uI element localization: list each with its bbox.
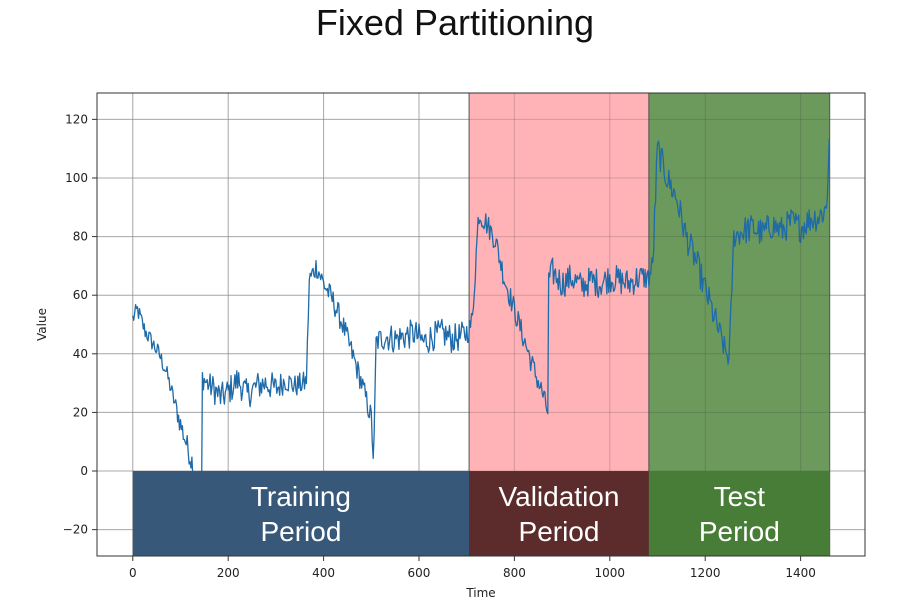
- x-tick-label: 200: [217, 566, 240, 580]
- y-tick-label: 0: [80, 464, 88, 478]
- period-label-line2: Period: [260, 516, 341, 547]
- x-tick-label: 600: [408, 566, 431, 580]
- x-tick-label: 400: [312, 566, 335, 580]
- y-axis: −20 0 20 40 60 80 100 120: [63, 112, 97, 537]
- y-tick-label: 60: [73, 288, 88, 302]
- period-label-band: [469, 471, 649, 556]
- plot-frame: [96, 92, 866, 557]
- x-tick-label: 1400: [785, 566, 816, 580]
- period-label-line2: Period: [519, 516, 600, 547]
- period-label-band: [132, 471, 470, 556]
- x-axis: 0 200 400 600 800 1000 1200 1400: [129, 556, 816, 580]
- y-tick-label: 40: [73, 347, 88, 361]
- x-tick-label: 1000: [595, 566, 626, 580]
- y-tick-label: 20: [73, 405, 88, 419]
- x-tick-label: 800: [503, 566, 526, 580]
- period-label-line1: Training: [251, 481, 351, 512]
- period-labels: Training Period Validation Period Test Period: [132, 471, 830, 556]
- y-tick-label: 120: [65, 112, 88, 126]
- y-tick-label: 80: [73, 230, 88, 244]
- y-axis-label: Value: [35, 308, 49, 341]
- series-line: [132, 138, 830, 509]
- period-label-band: [648, 471, 830, 556]
- period-label-line2: Period: [699, 516, 780, 547]
- period-label-line1: Test: [714, 481, 766, 512]
- series-area: [132, 138, 830, 509]
- period-label-line1: Validation: [499, 481, 620, 512]
- x-axis-label: Time: [465, 586, 495, 600]
- y-tick-label: −20: [63, 523, 88, 537]
- slide-title: Fixed Partitioning: [315, 2, 595, 43]
- x-tick-label: 1200: [690, 566, 721, 580]
- x-tick-label: 0: [129, 566, 137, 580]
- y-tick-label: 100: [65, 171, 88, 185]
